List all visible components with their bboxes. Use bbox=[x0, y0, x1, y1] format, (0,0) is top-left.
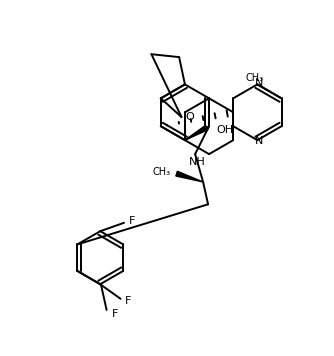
Text: F: F bbox=[125, 296, 132, 306]
Text: F: F bbox=[129, 216, 135, 226]
Polygon shape bbox=[176, 171, 203, 182]
Text: O: O bbox=[185, 112, 194, 122]
Text: F: F bbox=[112, 309, 118, 319]
Text: CH₃: CH₃ bbox=[153, 167, 171, 177]
Text: N: N bbox=[255, 136, 264, 146]
Text: NH: NH bbox=[189, 157, 205, 167]
Text: CH₃: CH₃ bbox=[245, 73, 264, 83]
Text: OH: OH bbox=[217, 125, 234, 135]
Polygon shape bbox=[185, 125, 208, 140]
Text: N: N bbox=[255, 78, 264, 88]
